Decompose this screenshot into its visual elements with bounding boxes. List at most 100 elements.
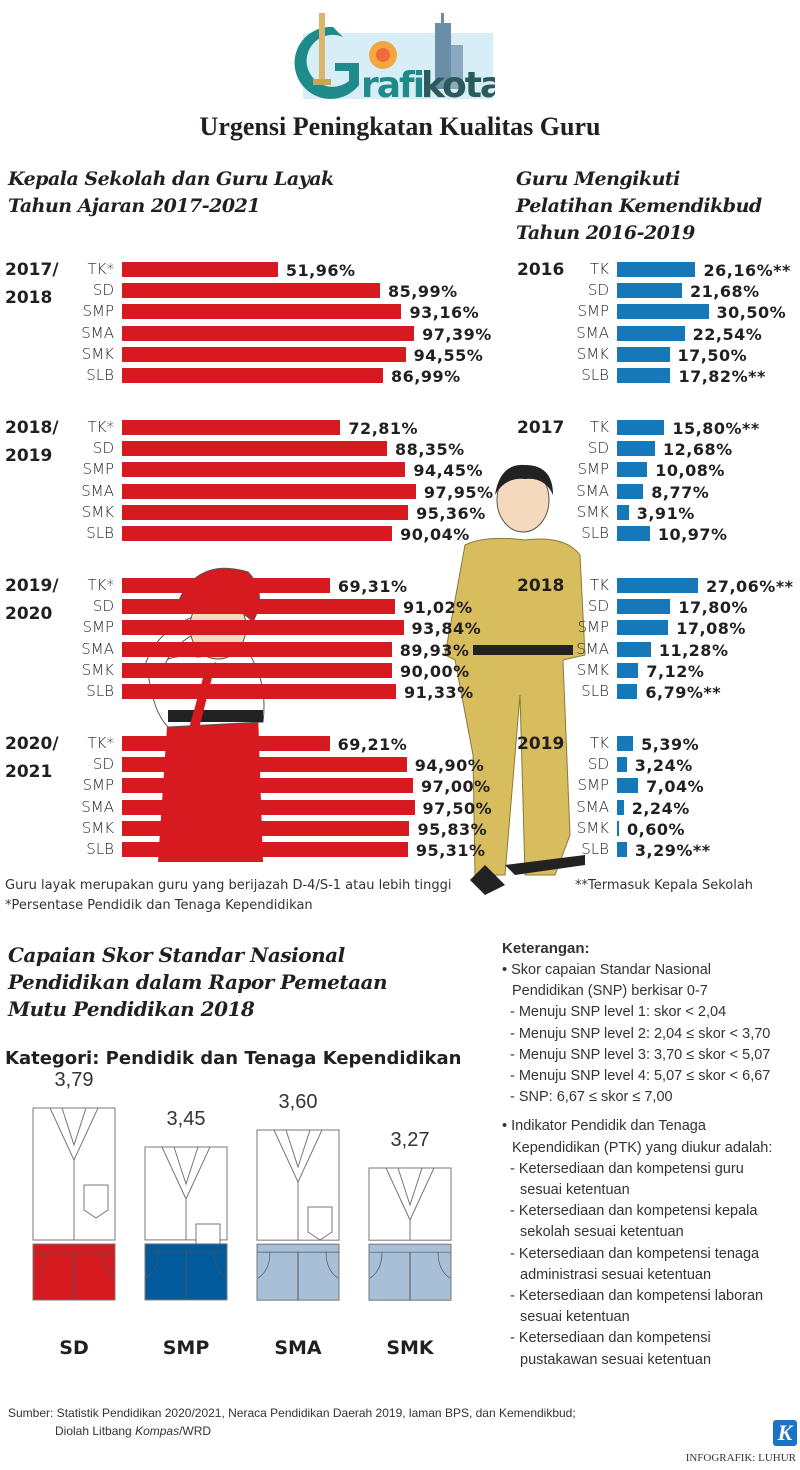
shirt-bar (256, 1129, 340, 1301)
score-value: 3,79 (54, 1069, 94, 1091)
value-label: 2,24% (631, 798, 690, 818)
category-label: SMA (274, 1337, 322, 1359)
legend-line: - Ketersediaan dan kompetensi kepala (510, 1203, 758, 1220)
bar (122, 599, 396, 615)
year-label-line: 2016 (517, 260, 565, 280)
bar (617, 325, 685, 341)
score-value: 3,27 (390, 1128, 430, 1151)
category-label: TK (590, 576, 609, 594)
value-label: 89,93% (399, 640, 470, 660)
right-chart-title-line: Tahun 2016-2019 (516, 222, 695, 244)
year-label-line: 2020/ (5, 734, 59, 754)
category-label: SMK (81, 502, 114, 521)
score-value: 3,60 (278, 1090, 318, 1113)
category-label: TK* (87, 260, 115, 278)
value-label: 11,28% (658, 640, 729, 660)
category-label: SD (92, 597, 114, 616)
score-chart-title-line: Mutu Pendidikan 2018 (8, 997, 255, 1021)
legend-line: - Menuju SNP level 3: 3,70 ≤ skor < 5,07 (510, 1046, 771, 1063)
shirt-bar (368, 1167, 452, 1301)
bar (122, 641, 392, 657)
year-label-line: 2018 (517, 576, 565, 596)
category-label: SMP (82, 776, 114, 795)
source-processed-line: Diolah Litbang Kompas/WRD (55, 1422, 211, 1440)
teacher-illustration (444, 455, 595, 900)
year-label-line: 2019/ (5, 576, 59, 596)
value-label: 17,08% (676, 619, 746, 639)
source-line: Sumber: Statistik Pendidikan 2020/2021, … (8, 1406, 576, 1420)
category-label: SMK (386, 1337, 434, 1359)
bar (617, 504, 629, 520)
category-label: SLB (86, 840, 114, 858)
year-label-line: 2019 (5, 446, 53, 466)
legend-line: sekolah sesuai ketentuan (520, 1224, 684, 1241)
value-label: 97,00% (421, 777, 491, 797)
value-label: 3,24% (634, 756, 693, 776)
legend-line (502, 1108, 797, 1116)
category-label: TK (590, 418, 609, 436)
right-chart-title: Guru Mengikuti Pelatihan Kemendikbud Tah… (516, 166, 762, 247)
category-label: SD (92, 439, 114, 458)
value-label: 17,80% (678, 598, 749, 618)
year-label-line: 2017 (517, 418, 565, 438)
source-prefix: Diolah Litbang (55, 1424, 136, 1438)
legend-line: - Menuju SNP level 2: 2,04 ≤ skor < 3,70 (510, 1025, 771, 1042)
left-chart-title-line: Tahun Ajaran 2017-2021 (8, 195, 261, 217)
value-label: 94,55% (413, 345, 484, 365)
bar (122, 325, 415, 341)
value-label: 7,12% (646, 661, 705, 681)
value-label: 95,31% (415, 841, 486, 860)
bar (617, 684, 638, 699)
legend-line: Kependidikan (PTK) yang diukur adalah: (512, 1139, 773, 1156)
bar (122, 842, 408, 857)
bar (122, 736, 330, 751)
bar (617, 578, 699, 593)
bar (122, 504, 409, 520)
category-label: SD (587, 597, 609, 616)
source-kompas: Kompas (135, 1424, 180, 1438)
bar (617, 641, 651, 657)
category-label: SMP (162, 1337, 210, 1359)
legend-line: - Ketersediaan dan kompetensi (510, 1330, 711, 1347)
year-label-line: 2019 (517, 734, 565, 754)
source-suffix: /WRD (179, 1424, 212, 1438)
score-chart-title-line: Capaian Skor Standar Nasional (8, 943, 345, 967)
category-label: SMP (577, 302, 609, 321)
legend-line: - Menuju SNP level 1: skor < 2,04 (510, 1004, 727, 1021)
value-label: 51,96% (285, 261, 356, 280)
legend-line: sesuai ketentuan (520, 1309, 630, 1326)
legend-line: - Ketersediaan dan kompetensi tenaga (510, 1245, 760, 1262)
score-chart-title: Capaian Skor Standar Nasional Pendidikan… (8, 942, 388, 1023)
category-label: SLB (581, 366, 609, 384)
value-label: 6,79%** (645, 683, 722, 702)
value-label: 90,00% (400, 661, 470, 681)
value-label: 86,99% (390, 367, 461, 386)
bar (122, 304, 402, 320)
legend-heading: Keterangan: (502, 940, 590, 957)
footnote-kepala-sekolah: **Termasuk Kepala Sekolah (575, 878, 754, 893)
bar (617, 842, 627, 857)
bar (617, 346, 670, 362)
year-label: 2018/2019 (5, 414, 59, 470)
score-chart-title-line: Pendidikan dalam Rapor Pemetaan (8, 970, 388, 994)
category-label: SLB (86, 682, 114, 700)
bar (617, 283, 683, 299)
legend-line: • Indikator Pendidik dan Tenaga (502, 1118, 706, 1135)
bar (617, 368, 671, 383)
year-label-line: 2017/ (5, 260, 59, 280)
infographic-credit: INFOGRAFIK: LUHUR (685, 1452, 796, 1464)
bar (122, 662, 392, 678)
legend-line: administrasi sesuai ketentuan (520, 1266, 712, 1283)
value-label: 91,02% (403, 598, 473, 618)
bar (122, 578, 330, 593)
value-label: 5,39% (641, 735, 700, 754)
bar (122, 462, 406, 478)
legend-line: sesuai ketentuan (520, 1182, 630, 1199)
value-label: 10,08% (655, 461, 725, 481)
category-label: SMP (82, 460, 114, 479)
category-label: SD (587, 755, 609, 774)
value-label: 3,91% (636, 503, 695, 523)
year-label: 2016 (517, 256, 564, 284)
bar (122, 283, 380, 299)
bar (122, 483, 416, 499)
